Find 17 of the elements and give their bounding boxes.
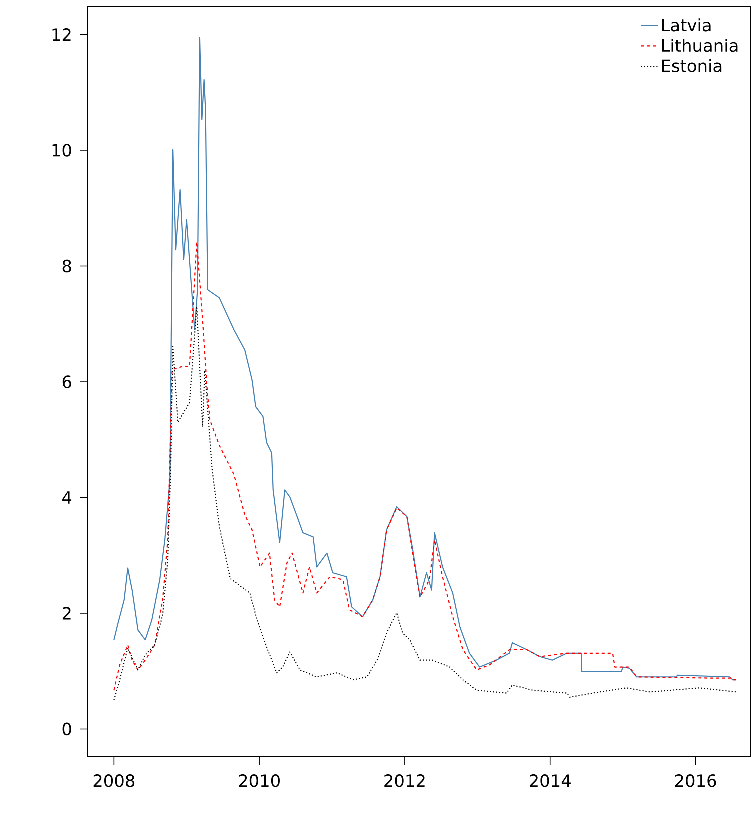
y-tick-label: 2 [62, 607, 71, 620]
x-tick-label: 2012 [384, 774, 425, 788]
line-series [114, 241, 738, 691]
y-tick-label: 12 [52, 28, 71, 42]
y-tick-label: 8 [62, 260, 72, 273]
line-series [114, 306, 738, 701]
legend-label: Latvia [662, 18, 711, 32]
y-tick-label: 6 [62, 376, 72, 388]
x-tick-label: 2014 [530, 774, 571, 788]
legend-label: Lithuania [662, 39, 738, 52]
y-tick-label: 0 [62, 722, 72, 736]
x-tick-label: 2008 [94, 774, 135, 788]
x-tick-label: 2016 [675, 774, 716, 788]
y-tick-label: 4 [62, 492, 72, 504]
legend-label: Estonia [662, 59, 722, 72]
x-tick-label: 2010 [239, 774, 280, 788]
y-tick-label: 10 [52, 144, 72, 157]
